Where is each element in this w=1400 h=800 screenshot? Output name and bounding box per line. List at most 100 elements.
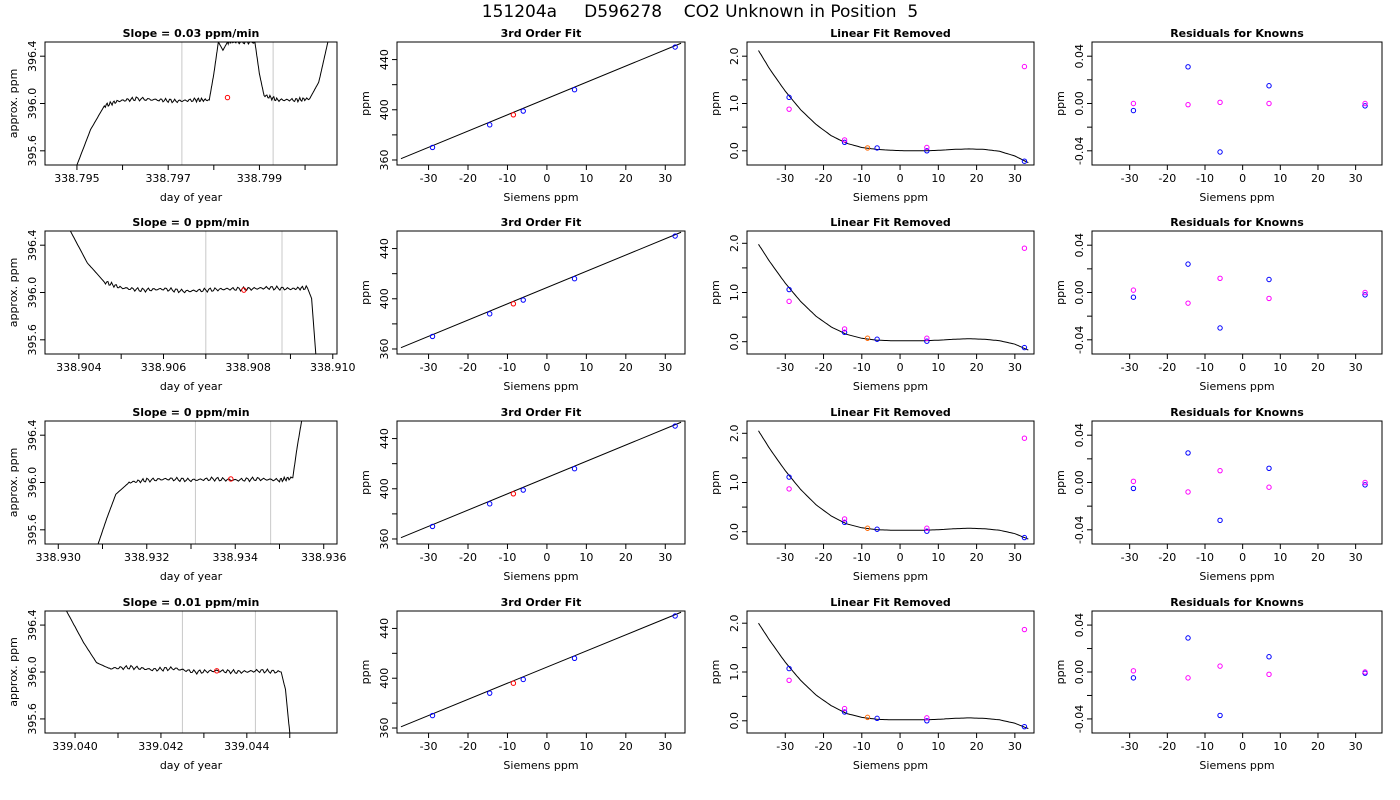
- plot-area: [400, 611, 682, 728]
- data-point: [571, 465, 578, 472]
- data-point: [1266, 465, 1272, 472]
- y-tick-label: 396.4: [26, 419, 39, 451]
- fit-curve: [758, 50, 1029, 164]
- data-point: [510, 491, 517, 497]
- x-tick-label: 30: [1008, 740, 1022, 753]
- panel-title: Slope = 0 ppm/min: [132, 406, 249, 419]
- data-point: [571, 655, 578, 662]
- plot-frame: [44, 230, 338, 355]
- y-tick-label: 396.4: [26, 609, 39, 641]
- data-point: [571, 86, 578, 93]
- y-tick-label: 395.6: [26, 514, 39, 546]
- plot-area: [758, 430, 1029, 541]
- x-tick-label: 30: [1349, 551, 1363, 564]
- data-point: [487, 501, 493, 507]
- x-tick-label: -10: [853, 740, 871, 753]
- data-point: [841, 709, 848, 715]
- y-tick-label: 0.0: [728, 333, 741, 351]
- data-point: [1266, 654, 1272, 660]
- x-tick-label: 30: [658, 551, 672, 564]
- x-tick-label: -30: [776, 361, 794, 374]
- data-point: [1021, 534, 1028, 541]
- x-tick-label: -20: [1158, 551, 1176, 564]
- x-tick-label: 10: [1273, 551, 1287, 564]
- y-tick-label: -0.04: [1073, 516, 1086, 544]
- x-tick-label: 20: [1311, 740, 1325, 753]
- y-axis-label: ppm: [1054, 91, 1067, 116]
- y-tick-label: -0.04: [1073, 137, 1086, 165]
- data-point: [1021, 626, 1028, 633]
- data-point: [1130, 287, 1137, 293]
- data-point: [429, 333, 436, 340]
- data-point: [214, 668, 220, 674]
- trace-line: [97, 421, 303, 544]
- data-point: [841, 519, 848, 526]
- panel: Residuals for Knowns -30 -20 -10 0 10 20 30 -0.0…: [1054, 406, 1383, 583]
- x-tick-label: 20: [970, 740, 984, 753]
- data-point: [841, 139, 848, 145]
- data-point: [924, 335, 930, 341]
- x-axis-label: Siemens ppm: [1199, 191, 1274, 204]
- x-tick-label: 0: [897, 361, 904, 374]
- panel-title: Residuals for Knowns: [1170, 406, 1304, 419]
- data-point: [1185, 635, 1191, 641]
- panel-title: Residuals for Knowns: [1170, 216, 1304, 229]
- y-axis-label: ppm: [709, 91, 722, 116]
- x-tick-label: 339.040: [52, 740, 98, 753]
- x-tick-label: -10: [498, 172, 516, 185]
- data-point: [841, 137, 848, 143]
- data-point: [1130, 478, 1137, 485]
- y-tick-label: 0.00: [1073, 280, 1086, 305]
- x-tick-label: -30: [1121, 740, 1139, 753]
- y-tick-label: 1.0: [728, 95, 741, 113]
- plot-frame: [396, 230, 686, 355]
- data-point: [429, 523, 436, 530]
- x-tick-label: 338.795: [54, 172, 100, 185]
- y-tick-label: 1.0: [728, 663, 741, 681]
- data-point: [786, 298, 792, 305]
- x-tick-label: 30: [1008, 551, 1022, 564]
- x-tick-label: -30: [1121, 172, 1139, 185]
- x-axis-label: Siemens ppm: [1199, 570, 1274, 583]
- x-tick-label: -20: [459, 740, 477, 753]
- data-point: [924, 715, 930, 721]
- y-tick-label: 396.0: [26, 88, 39, 120]
- panel: 3rd Order Fit -30 -20 -10 0 10 20 30 360 400 440 Si…: [359, 27, 686, 204]
- data-point: [672, 233, 678, 239]
- plot-area: [758, 244, 1029, 351]
- x-tick-label: 0: [1239, 172, 1246, 185]
- x-axis-label: Siemens ppm: [853, 570, 928, 583]
- plot-frame: [1091, 41, 1383, 166]
- data-point: [786, 665, 792, 672]
- data-point: [786, 286, 792, 293]
- x-tick-label: 30: [1008, 172, 1022, 185]
- x-tick-label: -10: [498, 551, 516, 564]
- data-point: [1021, 158, 1028, 164]
- data-point: [1130, 294, 1137, 300]
- y-tick-label: 0.00: [1073, 660, 1086, 685]
- x-tick-label: 20: [1311, 551, 1325, 564]
- x-tick-label: -30: [776, 551, 794, 564]
- x-tick-label: 30: [658, 740, 672, 753]
- x-axis-label: Siemens ppm: [1199, 380, 1274, 393]
- panel-title: 3rd Order Fit: [501, 27, 582, 40]
- panel: Residuals for Knowns -30 -20 -10 0 10 20 30 -0.0…: [1054, 27, 1383, 204]
- x-axis-label: Siemens ppm: [853, 191, 928, 204]
- x-tick-label: 30: [658, 172, 672, 185]
- data-point: [487, 690, 493, 696]
- y-axis-label: ppm: [359, 91, 372, 116]
- x-tick-label: 10: [1273, 740, 1287, 753]
- data-point: [1021, 245, 1028, 251]
- x-axis-label: Siemens ppm: [503, 191, 578, 204]
- data-point: [510, 112, 517, 118]
- plot-area: [1130, 64, 1368, 155]
- x-tick-label: -10: [1196, 361, 1214, 374]
- data-point: [786, 677, 792, 683]
- data-point: [924, 525, 930, 531]
- data-point: [672, 613, 678, 619]
- y-axis-label: ppm: [359, 660, 372, 685]
- data-point: [1217, 325, 1223, 331]
- y-axis-label: ppm: [359, 470, 372, 495]
- panel-title: Linear Fit Removed: [830, 27, 951, 40]
